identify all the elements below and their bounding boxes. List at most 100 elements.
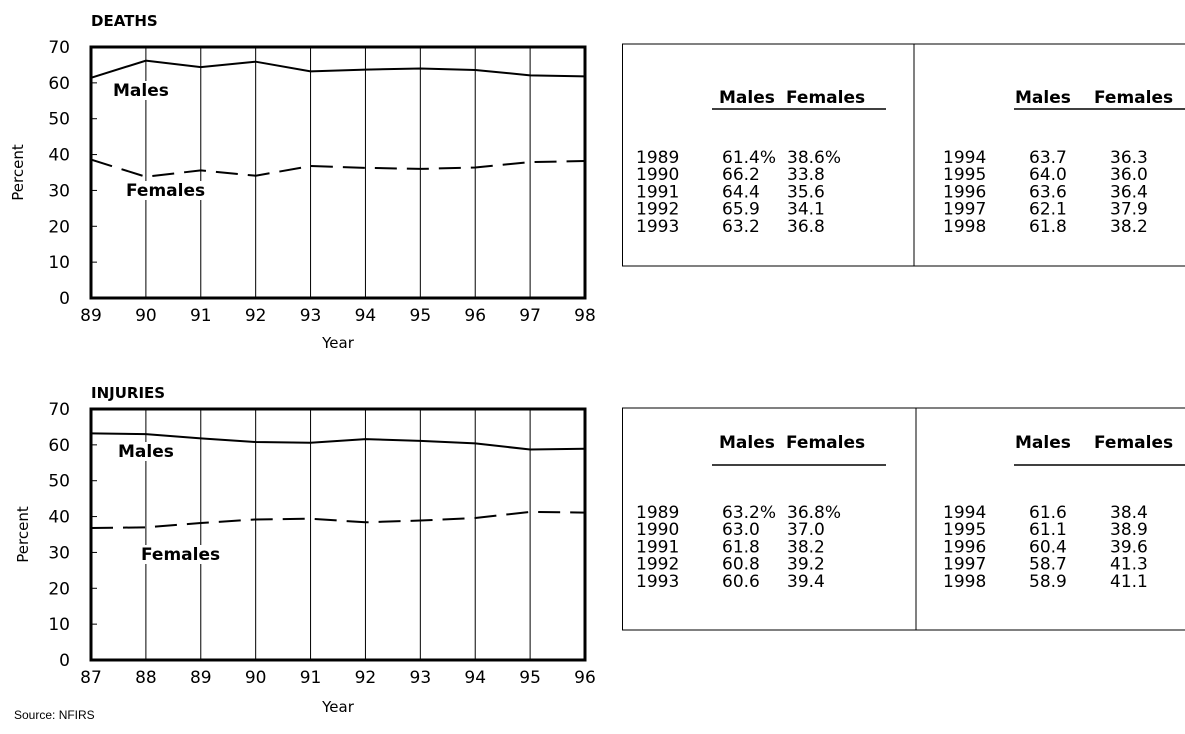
table-cell-females: 36.4	[1110, 182, 1148, 202]
y-tick-label: 50	[48, 110, 70, 130]
table-cell-males: 61.6	[1029, 503, 1067, 523]
table-cell-males: 64.4	[722, 182, 760, 202]
table-cell-males: 63.0	[722, 520, 760, 540]
table-cell-year: 1993	[636, 572, 679, 592]
x-tick-label: 87	[80, 668, 102, 688]
table-cell-males: 61.4%	[722, 148, 776, 168]
table-header-males: Males	[719, 433, 775, 453]
y-tick-label: 60	[48, 436, 70, 456]
table-header-females: Females	[1094, 88, 1173, 108]
x-tick-label: 92	[245, 306, 267, 326]
x-tick-label: 95	[519, 668, 541, 688]
table-cell-year: 1995	[943, 520, 986, 540]
table-cell-females: 38.2	[1110, 217, 1148, 237]
label-mask	[109, 81, 175, 100]
y-tick-label: 20	[48, 217, 70, 237]
x-axis-label: Year	[321, 698, 355, 716]
y-tick-label: 30	[48, 543, 70, 563]
x-tick-label: 88	[135, 668, 157, 688]
x-tick-label: 98	[574, 306, 596, 326]
table-cell-females: 41.3	[1110, 555, 1148, 575]
y-tick-label: 70	[48, 38, 70, 58]
table-cell-year: 1993	[636, 217, 679, 237]
x-tick-label: 94	[355, 306, 377, 326]
table-cell-females: 39.6	[1110, 537, 1148, 557]
table-cell-females: 38.4	[1110, 503, 1148, 523]
table-cell-females: 38.9	[1110, 520, 1148, 540]
table-cell-males: 63.6	[1029, 182, 1067, 202]
table-cell-males: 58.7	[1029, 555, 1067, 575]
table-cell-males: 64.0	[1029, 165, 1067, 185]
table-cell-females: 36.0	[1110, 165, 1148, 185]
x-tick-label: 92	[355, 668, 377, 688]
table-cell-year: 1997	[943, 555, 986, 575]
table-cell-year: 1990	[636, 520, 679, 540]
table-header-males: Males	[1015, 433, 1071, 453]
table-cell-males: 62.1	[1029, 200, 1067, 220]
table-cell-females: 39.4	[787, 572, 825, 592]
table-cell-males: 63.2	[722, 217, 760, 237]
table-cell-females: 37.9	[1110, 200, 1148, 220]
table-cell-year: 1994	[943, 148, 986, 168]
table-cell-females: 38.6%	[787, 148, 841, 168]
table-cell-females: 36.3	[1110, 148, 1148, 168]
table-cell-year: 1989	[636, 503, 679, 523]
table-cell-year: 1996	[943, 537, 986, 557]
x-tick-label: 91	[190, 306, 212, 326]
table-cell-year: 1996	[943, 182, 986, 202]
label-mask	[114, 442, 180, 461]
table-cell-males: 61.1	[1029, 520, 1067, 540]
x-tick-label: 91	[300, 668, 322, 688]
table-cell-year: 1991	[636, 182, 679, 202]
table-cell-year: 1998	[943, 572, 986, 592]
x-tick-label: 94	[464, 668, 486, 688]
table-header-males: Males	[1015, 88, 1071, 108]
table-cell-females: 34.1	[787, 200, 825, 220]
table-cell-females: 36.8%	[787, 503, 841, 523]
chart-title: DEATHS	[91, 12, 158, 30]
label-mask	[122, 181, 212, 200]
series-line-females	[90, 510, 586, 530]
x-tick-label: 89	[190, 668, 212, 688]
chart-title: INJURIES	[91, 384, 165, 402]
table-cell-females: 33.8	[787, 165, 825, 185]
y-tick-label: 40	[48, 146, 70, 166]
table-cell-females: 39.2	[787, 555, 825, 575]
y-tick-label: 10	[48, 615, 70, 635]
data-table-deaths: Males Females 1989 61.4% 38.6% 1990 66.2 33.8 19…	[622, 43, 1185, 267]
y-tick-label: 40	[48, 508, 70, 528]
chart-panel-injuries: Males Females INJURIES 0 10 20 30 40 50 60 70 87 88 8…	[14, 384, 596, 716]
x-tick-label: 93	[410, 668, 432, 688]
table-cell-males: 58.9	[1029, 572, 1067, 592]
y-tick-label: 10	[48, 253, 70, 273]
table-cell-year: 1990	[636, 165, 679, 185]
table-cell-males: 65.9	[722, 200, 760, 220]
table-cell-males: 61.8	[722, 537, 760, 557]
plot-frame	[89, 407, 587, 662]
chart-panel-deaths: Males Females DEATHS 0 10 20 30 40 50 60 70 89 90 91 9…	[9, 12, 596, 352]
y-tick-label: 50	[48, 472, 70, 492]
series-line-females	[90, 158, 586, 178]
x-tick-label: 93	[300, 306, 322, 326]
table-border	[622, 43, 1185, 267]
table-cell-females: 38.2	[787, 537, 825, 557]
table-cell-females: 35.6	[787, 182, 825, 202]
y-tick-label: 60	[48, 74, 70, 94]
x-tick-label: 90	[245, 668, 267, 688]
table-header-females: Females	[786, 433, 865, 453]
series-line-males	[90, 432, 586, 451]
table-cell-females: 37.0	[787, 520, 825, 540]
x-tick-label: 90	[135, 306, 157, 326]
source-note: Source: NFIRS	[14, 708, 95, 722]
table-cell-year: 1994	[943, 503, 986, 523]
table-header-females: Females	[1094, 433, 1173, 453]
table-cell-year: 1995	[943, 165, 986, 185]
x-tick-label: 96	[464, 306, 486, 326]
x-tick-label: 95	[410, 306, 432, 326]
table-cell-year: 1997	[943, 200, 986, 220]
y-axis-label: Percent	[9, 144, 27, 201]
y-tick-label: 30	[48, 181, 70, 201]
y-tick-label: 0	[59, 651, 70, 671]
table-header-females: Females	[786, 88, 865, 108]
